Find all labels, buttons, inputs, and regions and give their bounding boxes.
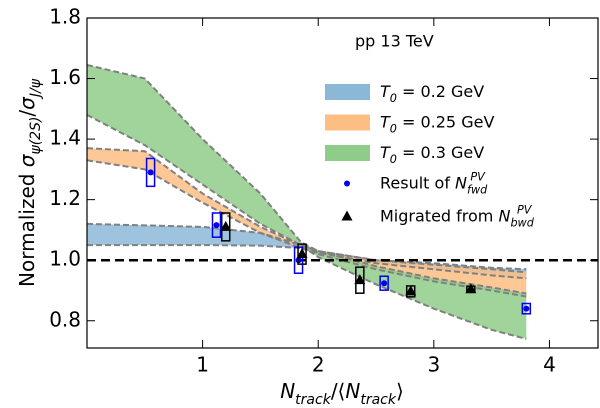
y-tick-label: 0.8 — [49, 307, 81, 331]
legend-marker — [344, 180, 350, 187]
error-box — [355, 266, 365, 294]
legend-label: T0 = 0.25 GeV — [380, 112, 494, 135]
legend-label: Migrated from NbwdPV — [380, 203, 535, 229]
legend-label: Result of NfwdPV — [380, 170, 488, 196]
legend-label: T0 = 0.2 GeV — [380, 82, 484, 105]
legend-label: T0 = 0.3 GeV — [380, 143, 484, 166]
annotation: pp 13 TeV — [355, 32, 434, 51]
band-edge — [87, 222, 527, 271]
y-axis-label: Normalized σψ(2S)/σJ/ψ — [15, 78, 45, 287]
point — [405, 285, 417, 296]
y-tick-label: 1.4 — [49, 126, 81, 150]
y-tick-label: 1.2 — [49, 186, 81, 210]
point — [465, 283, 477, 294]
error-box — [521, 302, 532, 315]
y-tick-label: 1.6 — [49, 65, 81, 89]
point — [213, 222, 220, 229]
point — [220, 220, 232, 231]
error-box — [211, 212, 222, 238]
error-box — [220, 212, 231, 242]
legend-swatch — [325, 114, 370, 131]
error-box — [379, 275, 389, 291]
y-tick-label: 1.0 — [49, 247, 81, 271]
point — [354, 274, 366, 285]
legend-swatch — [325, 145, 370, 161]
legend-swatch — [325, 84, 370, 100]
band-edge — [87, 244, 527, 280]
point — [381, 280, 388, 287]
x-tick-label: 1 — [196, 353, 209, 377]
band — [87, 64, 527, 339]
x-tick-label: 2 — [312, 353, 325, 377]
y-tick-label: 1.8 — [49, 5, 81, 29]
x-tick-label: 3 — [427, 353, 440, 377]
error-box — [145, 157, 156, 188]
band-edge — [87, 147, 527, 274]
point — [523, 305, 530, 312]
band-edge — [87, 113, 527, 340]
error-box — [297, 243, 307, 265]
x-axis-label: Ntrack/⟨Ntrack⟩ — [280, 379, 404, 408]
band — [87, 148, 527, 297]
legend-marker — [341, 210, 353, 221]
point — [296, 248, 308, 259]
point — [147, 169, 154, 176]
plot-area — [87, 63, 598, 340]
band-edge — [87, 159, 527, 298]
band-edge — [87, 63, 527, 295]
x-tick-label: 4 — [543, 353, 556, 377]
plot-frame — [86, 17, 599, 349]
